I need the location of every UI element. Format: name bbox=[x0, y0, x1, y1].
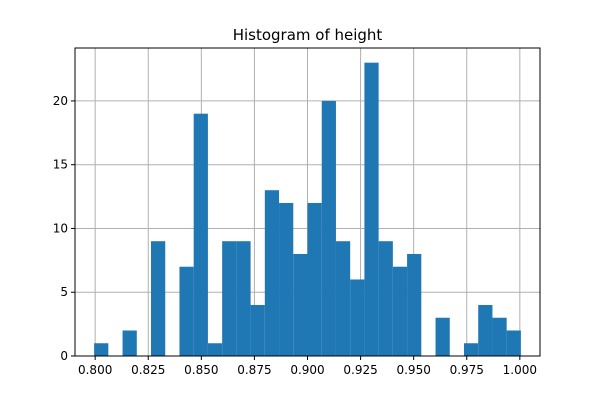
chart-title: Histogram of height bbox=[233, 26, 383, 44]
histogram-bar bbox=[122, 330, 137, 356]
histogram-bar bbox=[307, 202, 322, 356]
histogram-bar bbox=[293, 253, 308, 356]
y-tick-label: 5 bbox=[60, 285, 68, 299]
histogram-bar bbox=[250, 304, 265, 356]
x-tick-label: 0.975 bbox=[450, 363, 484, 377]
x-tick-label: 0.900 bbox=[290, 363, 324, 377]
histogram-bar bbox=[321, 100, 336, 356]
histogram-bar bbox=[179, 266, 194, 356]
histogram-bar bbox=[151, 241, 166, 356]
x-tick-label: 0.850 bbox=[184, 363, 218, 377]
histogram-bar bbox=[378, 241, 393, 356]
histogram-bar bbox=[264, 190, 280, 356]
histogram-bar bbox=[506, 330, 521, 356]
histogram-bar bbox=[207, 343, 223, 356]
histogram-bar bbox=[492, 317, 507, 356]
histogram-bar bbox=[435, 317, 450, 356]
x-tick-label: 0.925 bbox=[343, 363, 377, 377]
histogram-bar bbox=[279, 202, 294, 356]
x-tick-label: 0.875 bbox=[237, 363, 271, 377]
y-tick-label: 15 bbox=[53, 158, 68, 172]
x-axis: 0.800 0.825 0.850 0.875 0.900 0.925 0.950 0.975… bbox=[78, 356, 537, 377]
y-tick-label: 0 bbox=[60, 349, 68, 363]
histogram-bar bbox=[236, 241, 251, 356]
bars bbox=[94, 62, 521, 357]
histogram-bar bbox=[407, 253, 422, 356]
y-tick-label: 20 bbox=[53, 94, 68, 108]
x-tick-label: 0.800 bbox=[78, 363, 112, 377]
y-tick-label: 10 bbox=[53, 221, 68, 235]
histogram-bar bbox=[335, 241, 351, 356]
y-axis: 0 5 10 15 20 bbox=[53, 94, 75, 363]
histogram-bar bbox=[478, 304, 493, 356]
histogram-bar bbox=[193, 113, 208, 357]
histogram-bar bbox=[222, 241, 237, 356]
histogram-bar bbox=[350, 279, 365, 356]
histogram-bar bbox=[463, 343, 479, 356]
histogram-bar bbox=[392, 266, 408, 356]
histogram-bar bbox=[364, 62, 379, 357]
x-tick-label: 1.000 bbox=[503, 363, 537, 377]
x-tick-label: 0.950 bbox=[396, 363, 430, 377]
x-tick-label: 0.825 bbox=[131, 363, 165, 377]
histogram-bar bbox=[94, 343, 109, 356]
